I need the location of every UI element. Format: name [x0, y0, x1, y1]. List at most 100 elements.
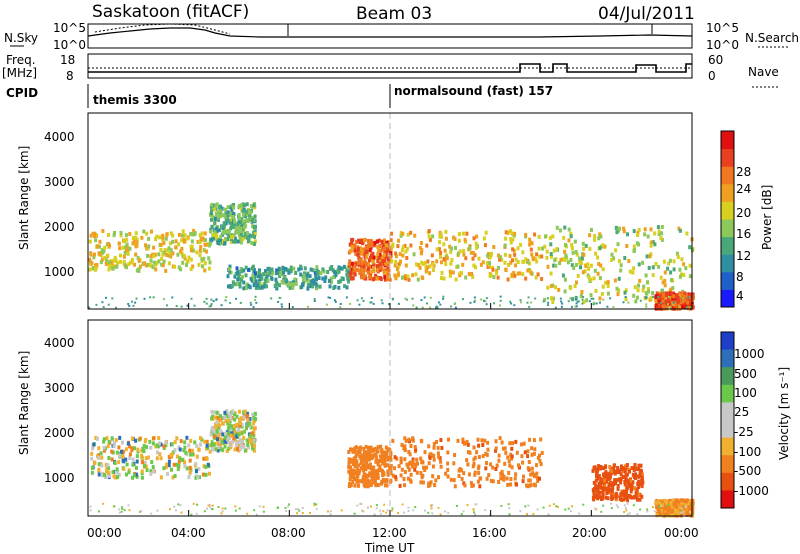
data-cell [123, 239, 127, 244]
data-cell [247, 239, 250, 244]
data-cell [146, 262, 150, 267]
xtick-label: 08:00 [271, 526, 306, 540]
data-cell [185, 435, 189, 440]
data-cell [339, 266, 343, 271]
data-cell [525, 483, 528, 488]
data-cell [634, 472, 638, 477]
data-cell [205, 456, 208, 461]
data-cell [317, 276, 321, 280]
data-cell [203, 268, 207, 273]
data-cell [532, 512, 535, 515]
data-cell [146, 455, 150, 460]
data-cell [124, 245, 128, 250]
data-cell [355, 479, 359, 484]
data-cell [431, 262, 435, 267]
data-cell [157, 441, 161, 446]
data-cell [192, 502, 195, 505]
data-cell [214, 206, 218, 211]
data-cell [191, 248, 195, 253]
data-cell [509, 240, 513, 245]
data-cell [115, 306, 117, 309]
data-cell [421, 473, 425, 478]
velocity-cbar-label: Velocity [m s⁻¹] [777, 367, 791, 460]
data-cell [415, 470, 419, 475]
data-cell [612, 469, 616, 474]
data-cell [107, 303, 110, 306]
data-cell [439, 250, 443, 255]
data-cell [462, 481, 466, 486]
data-cell [130, 448, 134, 453]
data-cell [249, 276, 253, 281]
data-cell [128, 232, 132, 236]
data-cell [135, 472, 138, 477]
data-cell [226, 230, 230, 235]
data-cell [397, 512, 400, 514]
data-cell [593, 268, 597, 273]
data-cell [534, 256, 537, 261]
data-cell [532, 438, 536, 443]
data-cell [649, 227, 653, 232]
data-cell [199, 442, 203, 447]
data-cell [379, 444, 383, 449]
data-cell [198, 239, 202, 244]
data-cell [485, 261, 489, 265]
data-cell [90, 456, 94, 461]
data-cell [540, 254, 544, 259]
data-cell [538, 458, 542, 463]
data-cell [659, 301, 662, 304]
data-cell [524, 232, 528, 237]
data-cell [372, 269, 376, 273]
data-cell [662, 502, 666, 507]
data-cell [486, 440, 490, 445]
data-cell [660, 289, 664, 294]
data-cell [428, 271, 432, 276]
data-cell [552, 248, 556, 253]
data-cell [141, 460, 145, 465]
data-cell [597, 465, 601, 470]
data-cell [599, 263, 603, 268]
data-cell [173, 440, 177, 445]
data-cell [603, 475, 607, 480]
data-cell [390, 231, 393, 236]
data-cell [296, 512, 298, 515]
data-cell [378, 252, 382, 257]
data-cell [242, 435, 246, 440]
data-cell [498, 436, 502, 441]
data-cell [187, 255, 191, 260]
data-cell [315, 267, 319, 272]
data-cell [206, 507, 208, 510]
data-cell [251, 218, 255, 222]
data-cell [604, 495, 608, 500]
data-cell [667, 295, 670, 298]
data-cell [682, 509, 686, 514]
data-cell [224, 431, 228, 436]
data-cell [361, 475, 365, 480]
data-cell [97, 510, 100, 513]
data-cell [252, 269, 256, 274]
data-cell [244, 265, 248, 270]
data-cell [232, 436, 236, 441]
data-cell [385, 483, 389, 488]
data-cell [646, 234, 650, 239]
data-cell [314, 281, 318, 286]
data-cell [370, 296, 373, 299]
data-cell [118, 453, 122, 458]
data-cell [600, 292, 604, 296]
velocity-colorbar-segment [721, 490, 734, 509]
data-cell [250, 241, 254, 245]
data-cell [217, 432, 221, 437]
data-cell [265, 271, 269, 276]
data-cell [615, 286, 619, 291]
data-cell [363, 237, 367, 242]
data-cell [530, 301, 533, 304]
data-cell [358, 271, 362, 275]
data-cell [228, 220, 232, 225]
data-cell [348, 259, 352, 264]
data-cell [373, 446, 377, 451]
data-cell [134, 252, 138, 257]
data-cell [681, 511, 684, 514]
data-cell [664, 295, 668, 300]
xtick-label: 00:00 [664, 526, 699, 540]
data-cell [500, 504, 503, 507]
data-cell [508, 441, 512, 446]
